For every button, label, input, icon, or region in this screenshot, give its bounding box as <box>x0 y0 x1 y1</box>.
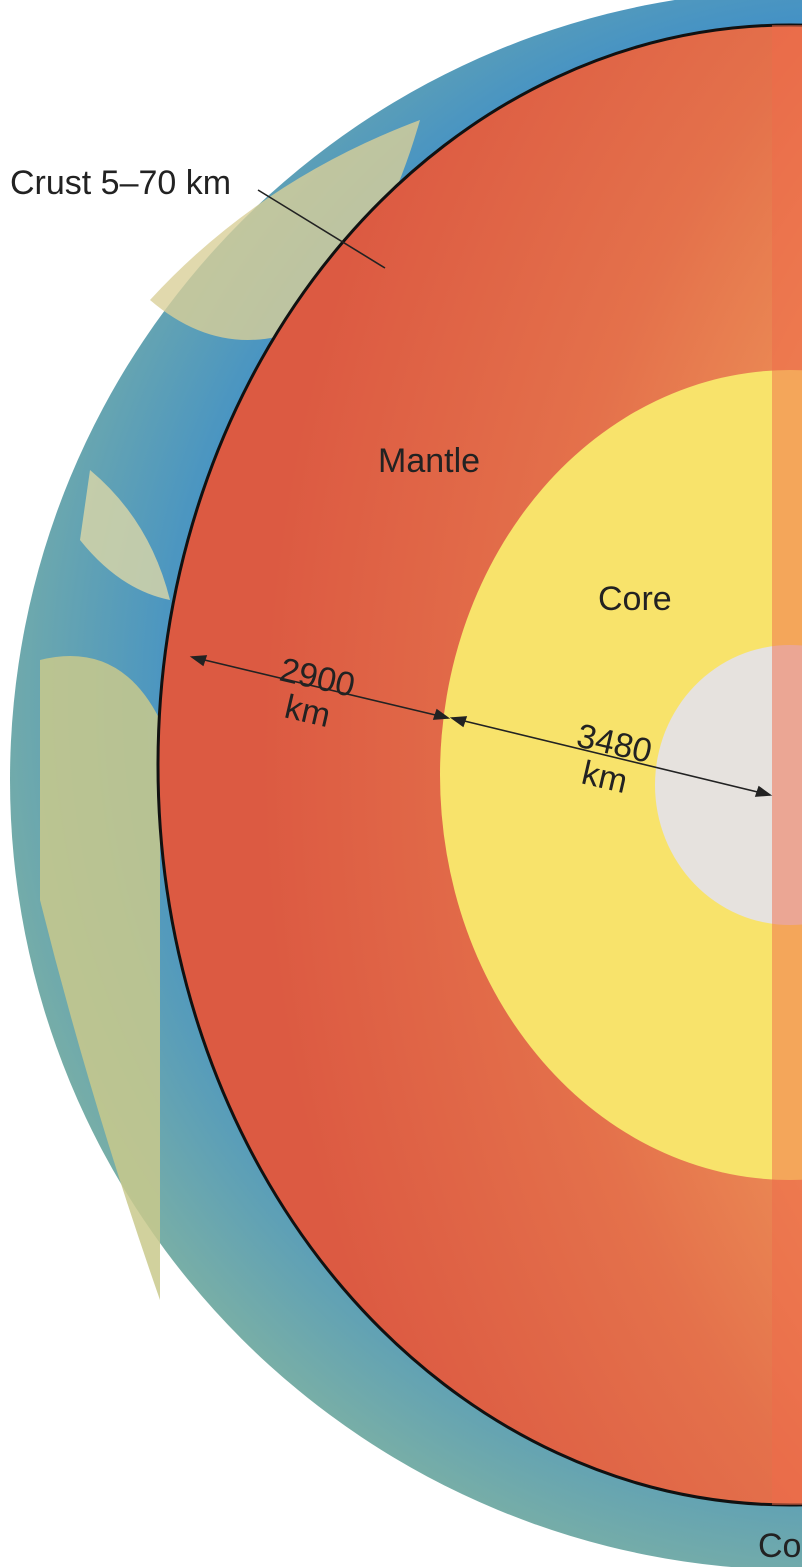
crust-label: Crust 5–70 km <box>10 164 231 202</box>
arrowhead <box>189 655 208 667</box>
land <box>150 120 420 340</box>
annotations <box>189 189 773 797</box>
mantle-arrow <box>191 656 449 719</box>
arrowhead <box>432 708 451 720</box>
arrowhead <box>449 716 468 728</box>
crust-leader <box>257 189 386 269</box>
outer-core <box>440 370 802 1180</box>
mantle-label: Mantle <box>378 442 480 480</box>
land <box>80 470 170 600</box>
cut-edge <box>772 25 802 1505</box>
land <box>40 656 160 1300</box>
arrowhead <box>754 785 773 797</box>
core-label: Core <box>598 580 672 618</box>
core-arrow <box>451 717 771 796</box>
bottom-label: Co <box>758 1527 801 1565</box>
globe <box>10 0 802 1567</box>
